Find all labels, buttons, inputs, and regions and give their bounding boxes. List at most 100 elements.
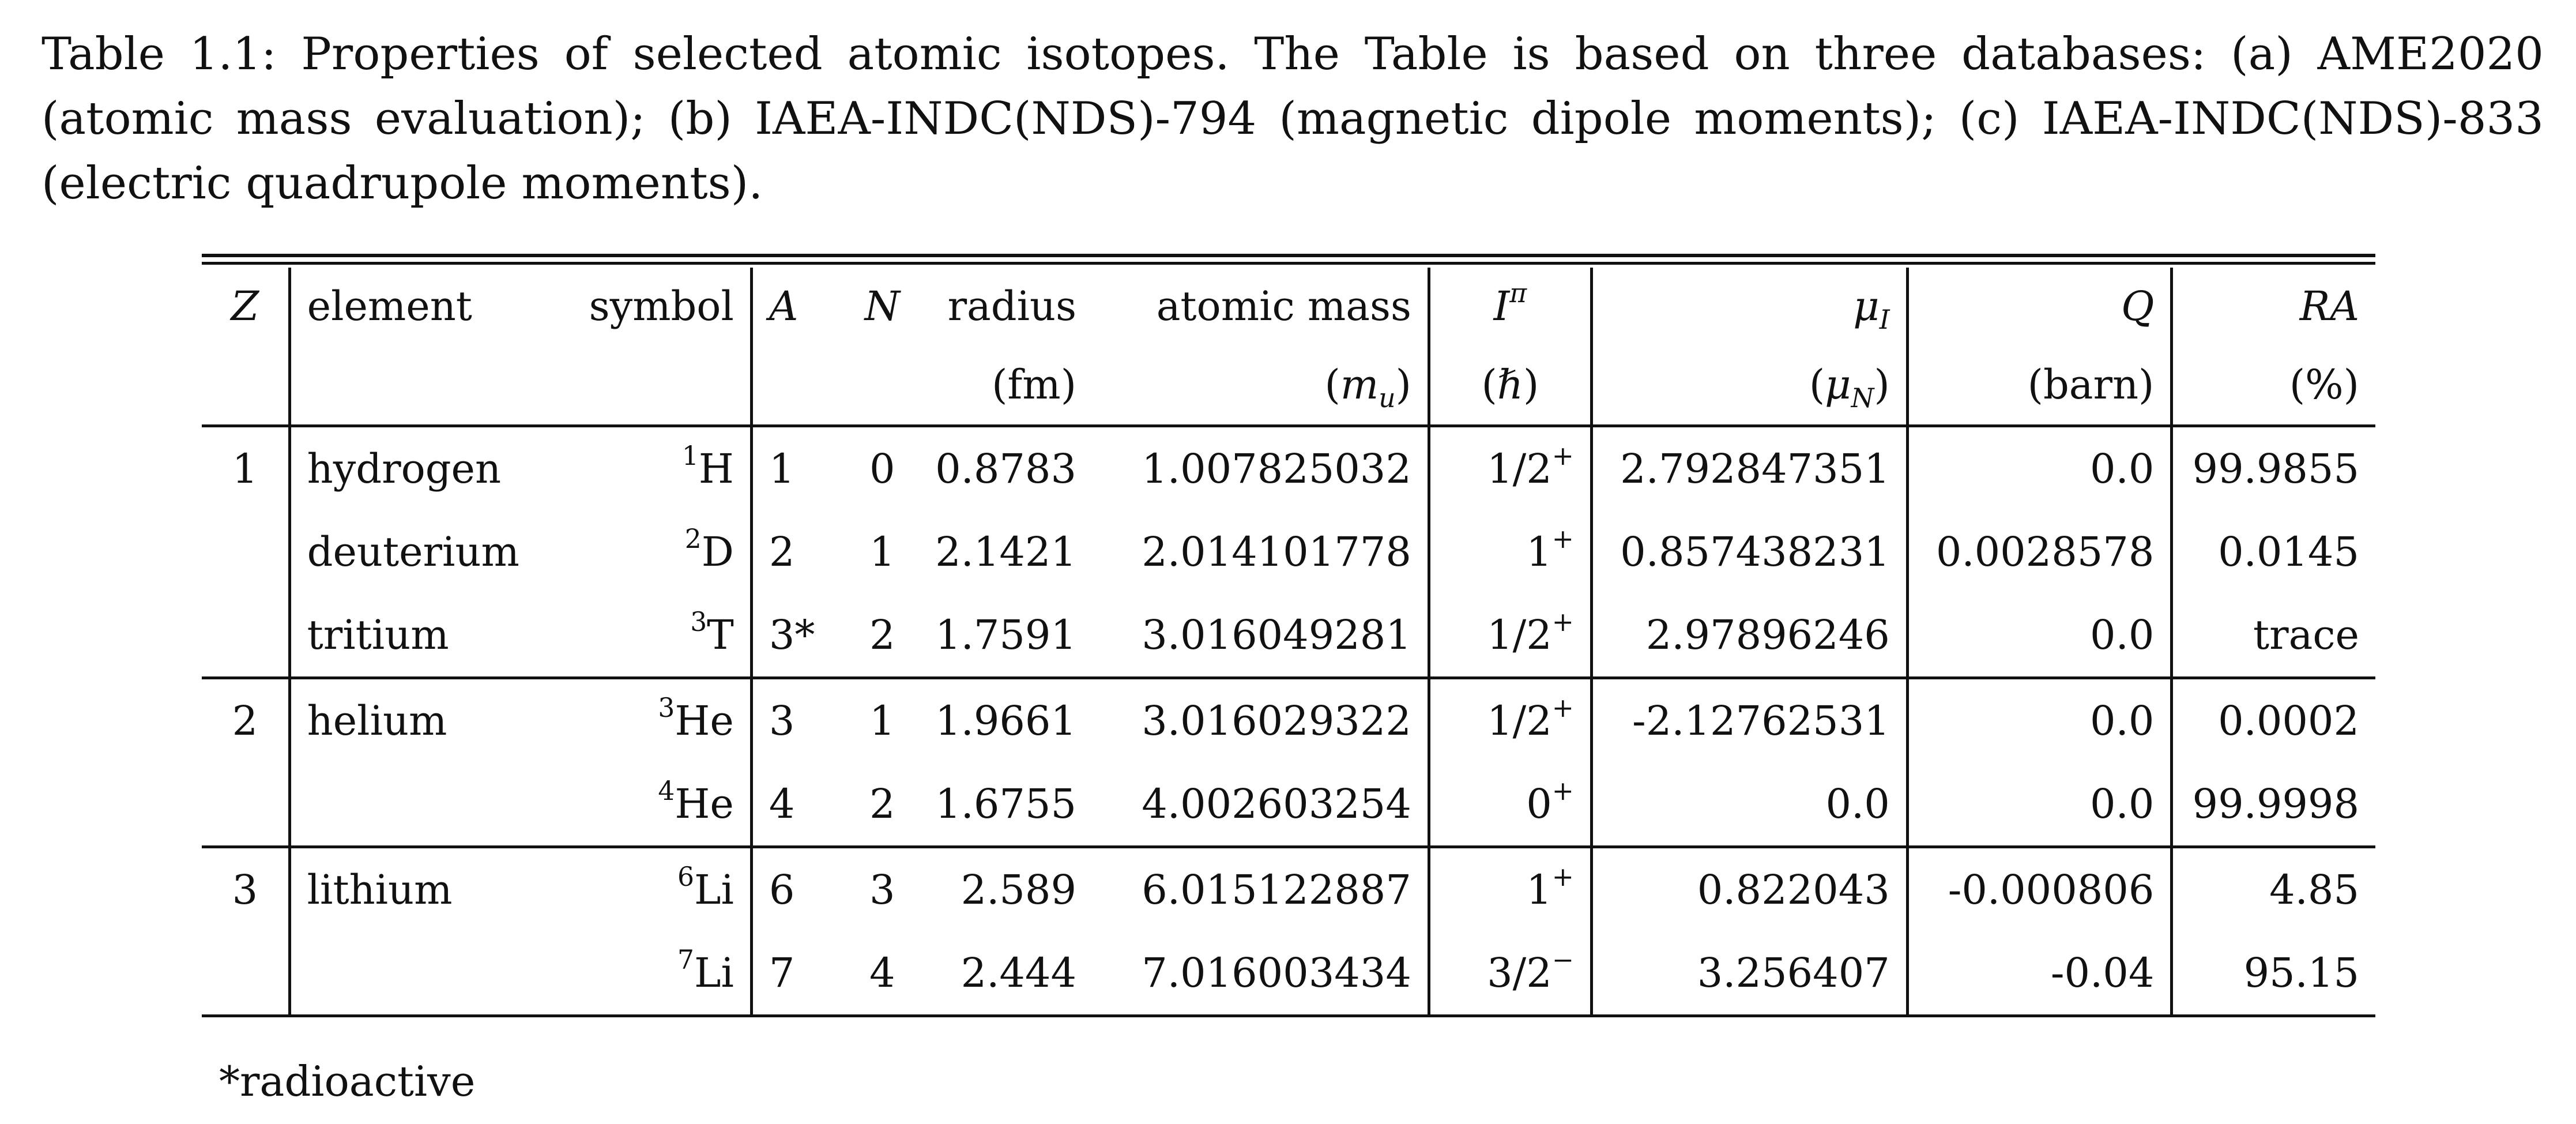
cell-symbol-mass-number: 3: [690, 606, 707, 637]
header-z: Z: [231, 283, 259, 330]
cell-magnetic-moment: 2.97896246: [1590, 593, 1908, 678]
header-mu-subscript: I: [1879, 305, 1890, 335]
cell-parity: +: [1551, 775, 1574, 806]
cell-spin: 3/2−: [1427, 931, 1592, 1016]
cell-symbol-letter: He: [675, 697, 734, 745]
cell-relative-abundance: 4.85: [2170, 845, 2375, 931]
cell-quadrupole: 0.0: [1905, 762, 2172, 847]
cell-atomic-mass: 1.007825032: [1093, 424, 1429, 510]
table-row: 7Li 7 4 2.444 7.016003434 3/2− 3.256407 …: [202, 931, 2375, 1016]
cell-z: [202, 510, 289, 593]
cell-parity: −: [1551, 944, 1574, 975]
isotope-data-table: Z element symbol A N radius atomic mass …: [202, 268, 2375, 1017]
cell-spin: 1/2+: [1427, 676, 1592, 762]
cell-z: 3: [202, 845, 290, 931]
cell-symbol-letter: He: [675, 780, 734, 828]
unit-atomic-mass: (mu): [1093, 345, 1429, 427]
table-row: 3 lithium 6Li 6 3 2.589 6.015122887 1+ 0…: [202, 845, 2375, 931]
cell-parity: +: [1551, 606, 1574, 637]
cell-a: 7: [750, 931, 848, 1016]
cell-element: [288, 762, 571, 847]
cell-magnetic-moment: 2.792847351: [1590, 424, 1908, 510]
unit-mu-symbol: μ: [1825, 361, 1851, 408]
header-radius: radius: [947, 283, 1076, 330]
cell-relative-abundance: 95.15: [2170, 931, 2375, 1016]
header-magnetic-moment: μI: [1590, 268, 1908, 345]
cell-symbol: 1H: [570, 424, 752, 510]
unit-spin: (ℏ): [1427, 345, 1592, 427]
header-quadrupole: Q: [1905, 268, 2172, 345]
table-top-rule-inner: [202, 262, 2375, 265]
unit-mass-subscript: u: [1379, 383, 1396, 413]
cell-quadrupole: -0.000806: [1905, 845, 2172, 931]
header-spin-symbol: I: [1493, 283, 1510, 330]
unit-magnetic-moment: (μN): [1590, 345, 1908, 427]
cell-symbol-mass-number: 2: [684, 523, 702, 554]
cell-radius: 0.8783: [916, 424, 1093, 510]
cell-element: [288, 931, 571, 1016]
cell-symbol-mass-number: 7: [677, 944, 694, 975]
cell-n: 3: [848, 845, 917, 931]
cell-magnetic-moment: 3.256407: [1590, 931, 1908, 1016]
cell-symbol: 4He: [570, 762, 751, 847]
unit-z: [202, 345, 290, 427]
cell-n: 1: [869, 528, 895, 576]
cell-symbol-mass-number: 1: [681, 440, 699, 471]
cell-a: 4: [750, 762, 848, 847]
cell-radius: 2.444: [961, 949, 1076, 997]
cell-a: 1: [750, 424, 848, 510]
cell-spin-value: 1/2: [1487, 611, 1552, 659]
cell-z: 1: [202, 424, 290, 510]
cell-z: 2: [202, 676, 290, 762]
cell-spin-value: 3/2: [1487, 949, 1552, 997]
cell-radius: 2.1421: [935, 528, 1076, 576]
cell-relative-abundance: 99.9998: [2170, 762, 2375, 847]
cell-symbol-letter: H: [698, 445, 734, 493]
unit-mu-close: ): [1874, 361, 1890, 408]
cell-element: lithium: [288, 845, 571, 931]
cell-relative-abundance: 0.0002: [2170, 676, 2375, 762]
table-row: 2 helium 3He 3 1 1.9661 3.016029322 1/2+…: [202, 676, 2375, 762]
header-relative-abundance: RA: [2170, 268, 2375, 345]
header-spin-parity: Iπ: [1427, 268, 1592, 345]
unit-relative-abundance: (%): [2170, 345, 2375, 427]
cell-relative-abundance: 99.9855: [2170, 424, 2375, 510]
cell-symbol-letter: T: [707, 611, 734, 659]
cell-radius: 1.7591: [935, 611, 1076, 659]
cell-symbol-mass-number: 4: [658, 775, 675, 806]
cell-n: 2: [869, 780, 895, 828]
cell-radius: 2.589: [916, 845, 1093, 931]
cell-symbol: 3He: [570, 676, 752, 762]
cell-spin-value: 1: [1526, 528, 1552, 576]
unit-mu-open: (: [1809, 361, 1825, 408]
header-n: N: [864, 283, 900, 330]
cell-quadrupole: 0.0028578: [1905, 510, 2172, 593]
cell-relative-abundance: 0.0145: [2170, 510, 2375, 593]
unit-mass-symbol: m: [1340, 361, 1379, 408]
cell-atomic-mass: 3.016049281: [1142, 611, 1411, 659]
cell-relative-abundance: trace: [2170, 593, 2375, 678]
cell-spin-value: 0: [1526, 780, 1552, 828]
cell-spin-value: 1/2: [1487, 697, 1552, 745]
cell-n: 1: [848, 676, 917, 762]
cell-atomic-mass: 6.015122887: [1093, 845, 1429, 931]
unit-symbol: [570, 345, 752, 427]
cell-parity: +: [1551, 861, 1574, 892]
cell-parity: +: [1551, 440, 1574, 471]
cell-quadrupole: 0.0: [1905, 424, 2172, 510]
cell-spin-value: 1/2: [1487, 445, 1552, 493]
cell-z: [202, 931, 289, 1016]
cell-symbol: 7Li: [570, 931, 751, 1016]
header-atomic-mass: atomic mass: [1156, 283, 1411, 330]
cell-radius: 1.6755: [935, 780, 1076, 828]
cell-magnetic-moment: 0.0: [1590, 762, 1908, 847]
unit-mu-subscript: N: [1851, 383, 1874, 413]
cell-parity: +: [1551, 692, 1574, 723]
cell-quadrupole: 0.0: [1905, 676, 2172, 762]
cell-atomic-mass: 4.002603254: [1142, 780, 1411, 828]
header-row-labels: Z element symbol A N radius atomic mass …: [202, 268, 2375, 345]
table-caption: Table 1.1: Properties of selected atomic…: [42, 28, 2544, 209]
unit-radius: (fm): [916, 345, 1093, 427]
unit-element: [288, 345, 571, 427]
cell-atomic-mass: 2.014101778: [1142, 528, 1411, 576]
